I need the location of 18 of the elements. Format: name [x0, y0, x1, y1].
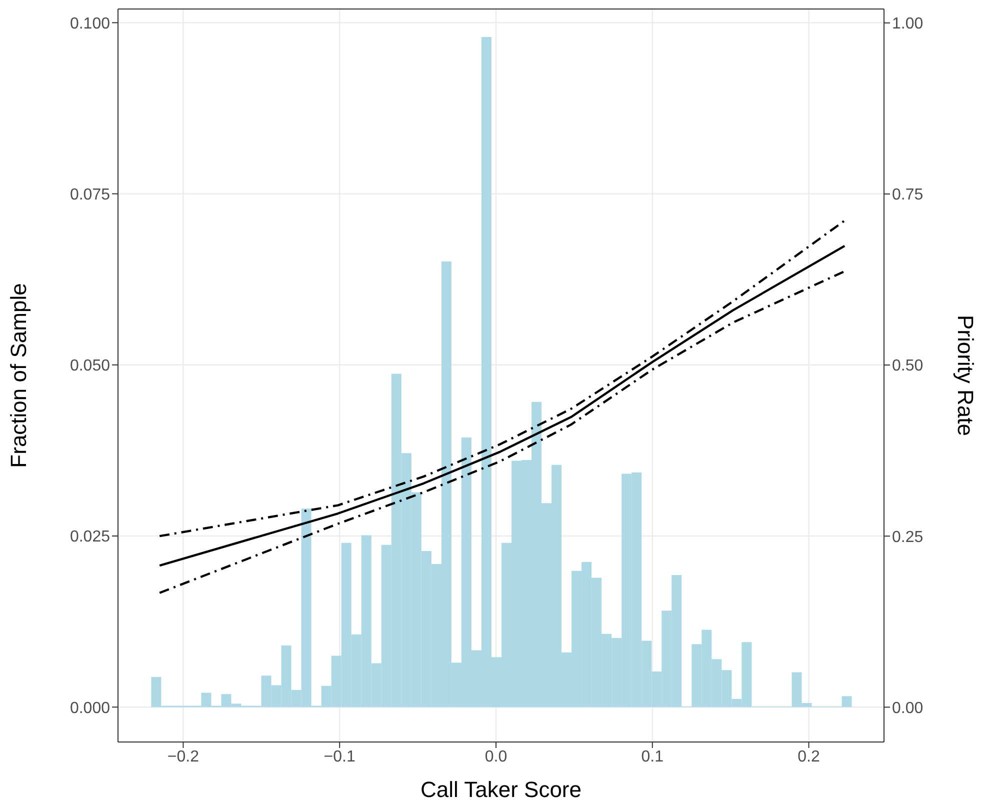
x-axis-title: Call Taker Score	[420, 777, 582, 802]
y-axis-title: Fraction of Sample	[6, 283, 31, 468]
x-tick-label: 0.1	[641, 748, 664, 766]
y2-tick-label: 1.00	[892, 16, 924, 33]
y2-axis-title: Priority Rate	[953, 314, 978, 436]
y2-tick-label: 0.00	[892, 700, 924, 717]
y-tick-label: 0.000	[70, 700, 110, 717]
x-tick-label: −0.2	[167, 748, 200, 766]
y-tick-label: 0.100	[70, 15, 110, 32]
y-tick-label: 0.025	[70, 528, 110, 546]
x-tick-label: 0.0	[484, 748, 508, 766]
y-tick-label: 0.050	[70, 358, 110, 375]
y2-tick-label: 0.50	[892, 358, 924, 375]
y-tick-label: 0.075	[70, 186, 110, 204]
y2-tick-label: 0.25	[892, 528, 924, 546]
x-tick-label: 0.2	[798, 748, 820, 766]
x-tick-label: −0.1	[324, 748, 356, 766]
y2-tick-label: 0.75	[892, 186, 924, 204]
